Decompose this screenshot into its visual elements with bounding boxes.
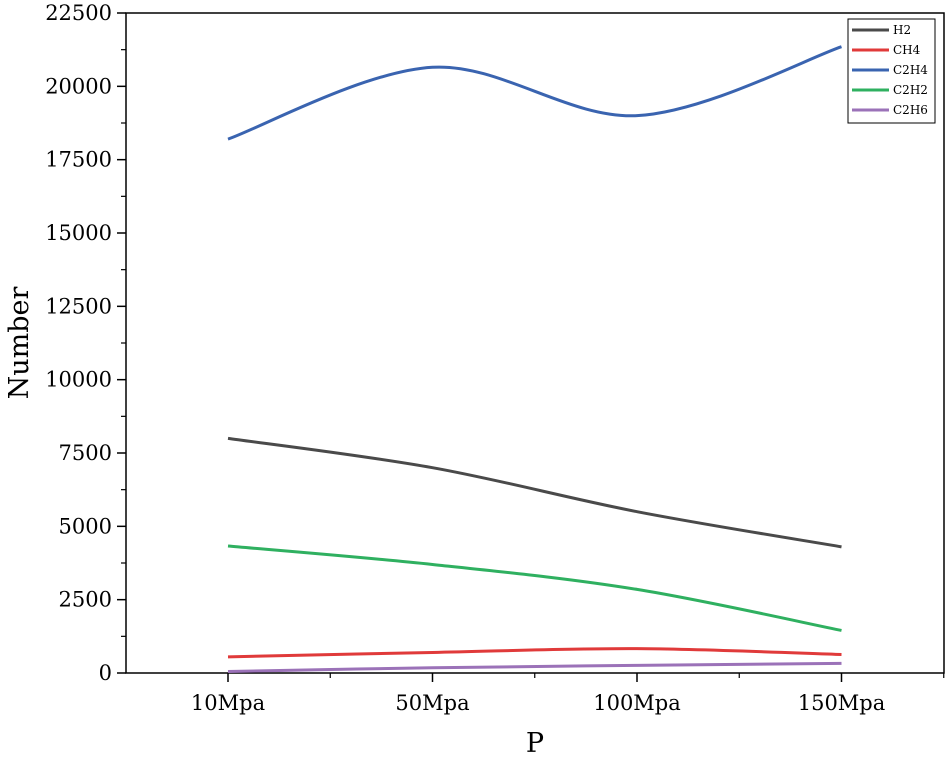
- legend-label: CH4: [893, 43, 921, 57]
- x-tick-label: 10Mpa: [191, 691, 265, 715]
- series-line-c2h2: [227, 544, 842, 632]
- legend-label: H2: [893, 23, 911, 37]
- y-tick-label: 20000: [45, 74, 112, 98]
- y-tick-label: 7500: [59, 441, 112, 465]
- legend-label: C2H2: [893, 83, 928, 97]
- y-tick-label: 12500: [45, 294, 112, 318]
- plot-frame: [125, 12, 945, 674]
- x-tick-label: 150Mpa: [798, 691, 886, 715]
- legend: H2 CH4 C2H4 C2H2 C2H6: [847, 18, 936, 124]
- y-tick-label: 10000: [45, 368, 112, 392]
- series-line-ch4: [227, 647, 842, 659]
- y-tick-label: 5000: [59, 514, 112, 538]
- x-axis-title: P: [526, 728, 544, 759]
- y-axis: 0 2500 5000 7500 10000 12500 15000 17500 20000 22…: [45, 1, 126, 685]
- series-lines: [227, 45, 842, 674]
- x-axis: 10Mpa 50Mpa 100Mpa 150Mpa: [191, 673, 945, 715]
- series-line-c2h6: [227, 661, 842, 674]
- series-line-h2: [227, 436, 842, 549]
- legend-label: C2H6: [893, 103, 928, 117]
- y-tick-label: 22500: [45, 1, 112, 25]
- y-axis-title: Number: [4, 287, 35, 400]
- x-tick-label: 100Mpa: [593, 691, 681, 715]
- y-tick-label: 17500: [45, 148, 112, 172]
- y-tick-label: 0: [99, 661, 112, 685]
- legend-label: C2H4: [893, 63, 928, 77]
- y-tick-label: 2500: [59, 588, 112, 612]
- series-line-c2h4: [227, 45, 842, 141]
- x-tick-label: 50Mpa: [395, 691, 469, 715]
- y-tick-label: 15000: [45, 221, 112, 245]
